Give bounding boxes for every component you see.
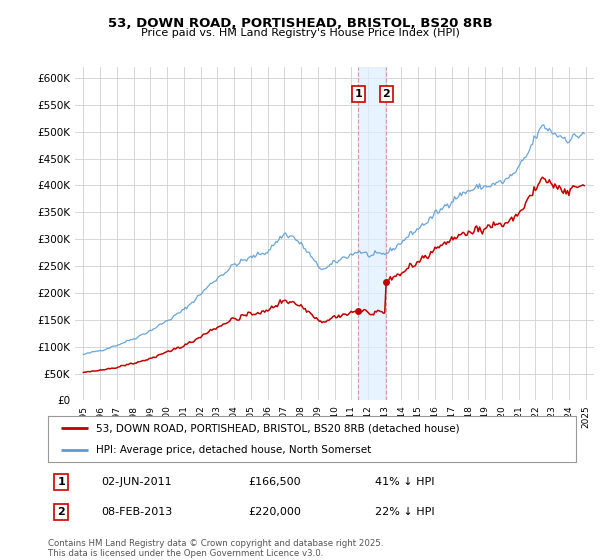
- Text: 22% ↓ HPI: 22% ↓ HPI: [376, 507, 435, 517]
- Text: 02-JUN-2011: 02-JUN-2011: [101, 477, 172, 487]
- Text: £220,000: £220,000: [248, 507, 302, 517]
- Text: 53, DOWN ROAD, PORTISHEAD, BRISTOL, BS20 8RB (detached house): 53, DOWN ROAD, PORTISHEAD, BRISTOL, BS20…: [95, 423, 459, 433]
- Text: 53, DOWN ROAD, PORTISHEAD, BRISTOL, BS20 8RB: 53, DOWN ROAD, PORTISHEAD, BRISTOL, BS20…: [107, 17, 493, 30]
- Text: Contains HM Land Registry data © Crown copyright and database right 2025.
This d: Contains HM Land Registry data © Crown c…: [48, 539, 383, 558]
- Text: Price paid vs. HM Land Registry's House Price Index (HPI): Price paid vs. HM Land Registry's House …: [140, 28, 460, 38]
- Text: HPI: Average price, detached house, North Somerset: HPI: Average price, detached house, Nort…: [95, 445, 371, 455]
- Text: 1: 1: [58, 477, 65, 487]
- Text: 1: 1: [355, 89, 362, 99]
- Text: £166,500: £166,500: [248, 477, 301, 487]
- Text: 08-FEB-2013: 08-FEB-2013: [101, 507, 172, 517]
- Bar: [358, 67, 386, 400]
- Text: 2: 2: [383, 89, 390, 99]
- Text: 41% ↓ HPI: 41% ↓ HPI: [376, 477, 435, 487]
- Text: 2: 2: [58, 507, 65, 517]
